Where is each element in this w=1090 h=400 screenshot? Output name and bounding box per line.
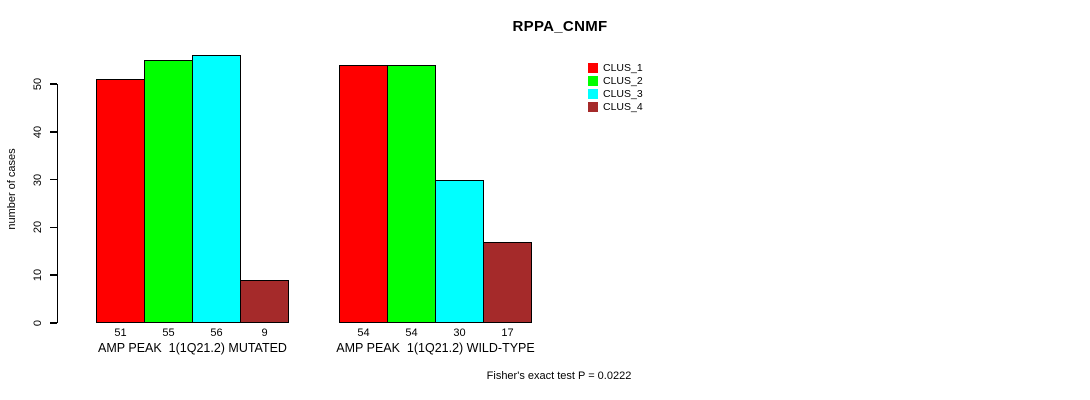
bar-value-label: 56 [210,327,223,339]
legend-swatch-icon [588,62,598,73]
bar-value-label: 51 [114,327,127,339]
bar-value-label: 55 [162,327,175,339]
bar-clus_4-group1 [240,279,289,323]
legend-item-clus_4: CLUS_4 [588,100,643,113]
y-tick-label: 20 [32,221,44,234]
y-tick-label: 0 [32,319,44,327]
bar-clus_3-group2 [435,179,484,323]
y-tick-mark [49,178,57,181]
chart-title: RPPA_CNMF [512,18,608,35]
y-tick-label: 40 [32,125,44,138]
bar-value-label: 54 [357,327,370,339]
bar-value-label: 30 [453,327,466,339]
annotation-text: Fisher's exact test P = 0.0222 [486,370,632,382]
legend-label: CLUS_1 [603,61,643,74]
y-tick-mark [49,83,57,85]
legend: CLUS_1 CLUS_2 CLUS_3 CLUS_4 [588,61,643,113]
y-tick-mark [49,131,57,133]
legend-label: CLUS_3 [603,87,643,100]
bar-value-label: 54 [405,327,418,339]
y-axis-line [56,84,58,323]
legend-item-clus_2: CLUS_2 [588,74,643,87]
y-tick-mark [49,274,57,276]
legend-label: CLUS_2 [603,74,643,87]
bar-clus_4-group2 [483,241,532,323]
y-tick-label: 50 [32,77,44,91]
legend-swatch-icon [588,75,598,86]
bar-value-label: 9 [261,327,268,339]
legend-swatch-icon [588,88,598,99]
bar-clus_1-group1 [96,79,145,323]
bar-clus_1-group2 [339,64,388,323]
bar-clus_2-group2 [387,64,436,323]
category-label: AMP PEAK 1(1Q21.2) WILD-TYPE [336,341,535,355]
bar-clus_2-group1 [144,60,193,323]
y-tick-mark [49,322,57,324]
y-tick-mark [49,226,57,229]
legend-swatch-icon [588,101,598,112]
category-label: AMP PEAK 1(1Q21.2) MUTATED [98,341,287,355]
y-tick-label: 10 [32,269,44,282]
legend-label: CLUS_4 [603,100,643,113]
legend-item-clus_3: CLUS_3 [588,87,643,100]
bar-clus_3-group1 [192,55,241,323]
bar-value-label: 17 [501,327,514,339]
y-tick-label: 30 [32,173,44,186]
legend-item-clus_1: CLUS_1 [588,61,643,74]
